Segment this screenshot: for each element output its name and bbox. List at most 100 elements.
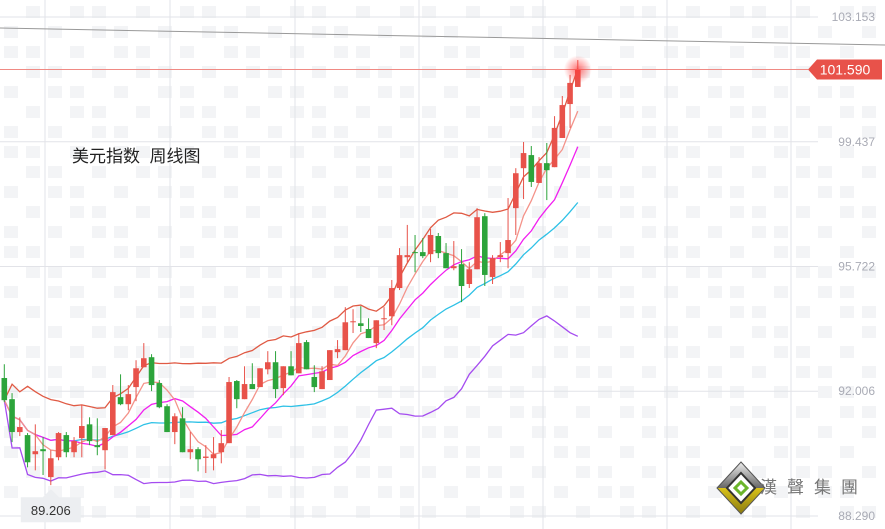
watermark-block xyxy=(532,126,546,138)
watermark-block xyxy=(114,226,128,238)
watermark-block xyxy=(730,106,744,118)
watermark-block xyxy=(334,386,348,398)
watermark-block xyxy=(136,306,150,318)
candle xyxy=(9,393,15,443)
candle xyxy=(63,432,70,458)
watermark-block xyxy=(312,106,326,118)
watermark-block xyxy=(554,26,568,38)
candle-body xyxy=(513,173,519,209)
watermark-block xyxy=(642,406,656,418)
watermark-block xyxy=(576,146,590,158)
candle xyxy=(404,224,411,263)
watermark-block xyxy=(752,326,766,338)
candle-body xyxy=(334,349,341,353)
candle xyxy=(234,380,240,409)
candle xyxy=(102,428,108,470)
watermark-block xyxy=(224,126,238,138)
candle-body xyxy=(86,424,93,442)
watermark-block xyxy=(664,86,678,98)
candle-body xyxy=(303,342,310,370)
candle-body xyxy=(210,454,217,459)
candle-body xyxy=(218,443,225,453)
watermark-block xyxy=(4,486,18,498)
watermark-block xyxy=(752,6,766,18)
candle xyxy=(505,198,511,269)
watermark-block xyxy=(510,346,524,358)
watermark-block xyxy=(422,306,436,318)
watermark-block xyxy=(818,86,832,98)
watermark-block xyxy=(400,46,414,58)
watermark-block xyxy=(400,506,414,518)
candle-body xyxy=(48,458,54,478)
watermark-block xyxy=(268,426,282,438)
watermark-block xyxy=(180,106,194,118)
watermark-block xyxy=(26,146,40,158)
watermark-block xyxy=(466,406,480,418)
watermark-block xyxy=(268,486,282,498)
y-tick-label: 99.437 xyxy=(838,135,875,149)
watermark-block xyxy=(4,446,18,458)
watermark-block xyxy=(752,106,766,118)
watermark-block xyxy=(620,6,634,18)
watermark-block xyxy=(818,286,832,298)
watermark-block xyxy=(136,206,150,218)
watermark-block xyxy=(444,346,458,358)
watermark-block xyxy=(136,506,150,518)
watermark-block xyxy=(818,266,832,278)
watermark-block xyxy=(422,166,436,178)
candle-body xyxy=(288,366,294,376)
watermark-block xyxy=(246,506,260,518)
candle xyxy=(458,249,465,303)
watermark-block xyxy=(202,326,216,338)
watermark-block xyxy=(158,86,172,98)
watermark-block xyxy=(202,506,216,518)
watermark-block xyxy=(26,66,40,78)
watermark-block xyxy=(862,6,876,18)
candle-body xyxy=(551,127,558,168)
watermark-block xyxy=(158,186,172,198)
watermark-block xyxy=(488,26,502,38)
watermark-block xyxy=(488,86,502,98)
watermark-block xyxy=(774,86,788,98)
watermark-block xyxy=(26,406,40,418)
candle xyxy=(117,374,124,406)
watermark-block xyxy=(444,446,458,458)
watermark-block xyxy=(774,126,788,138)
watermark-block xyxy=(48,26,62,38)
watermark-block xyxy=(708,366,722,378)
watermark-block xyxy=(466,46,480,58)
watermark-block xyxy=(356,6,370,18)
watermark-block xyxy=(334,426,348,438)
watermark-block xyxy=(158,166,172,178)
watermark-block xyxy=(488,126,502,138)
watermark-block xyxy=(752,26,766,38)
watermark-block xyxy=(664,386,678,398)
watermark-block xyxy=(818,226,832,238)
watermark-block xyxy=(334,286,348,298)
boll-upper-line xyxy=(3,68,579,409)
watermark-block xyxy=(752,306,766,318)
watermark-block xyxy=(686,106,700,118)
watermark-block xyxy=(400,346,414,358)
watermark-block xyxy=(554,346,568,358)
watermark-block xyxy=(532,366,546,378)
candle-body xyxy=(342,322,349,351)
watermark-block xyxy=(290,186,304,198)
watermark-block xyxy=(796,506,810,518)
candle xyxy=(210,437,217,471)
watermark-block xyxy=(356,266,370,278)
boll-mid-line xyxy=(3,202,579,442)
watermark-block xyxy=(598,286,612,298)
watermark-block xyxy=(114,86,128,98)
watermark-block xyxy=(290,106,304,118)
candle xyxy=(435,232,442,259)
watermark-block xyxy=(510,486,524,498)
watermark-block xyxy=(642,106,656,118)
watermark-block xyxy=(774,286,788,298)
watermark-block xyxy=(444,186,458,198)
watermark-block xyxy=(840,106,854,118)
watermark-block xyxy=(202,226,216,238)
candle xyxy=(342,307,349,351)
boll-lower-line xyxy=(3,315,579,485)
watermark-block xyxy=(818,26,832,38)
